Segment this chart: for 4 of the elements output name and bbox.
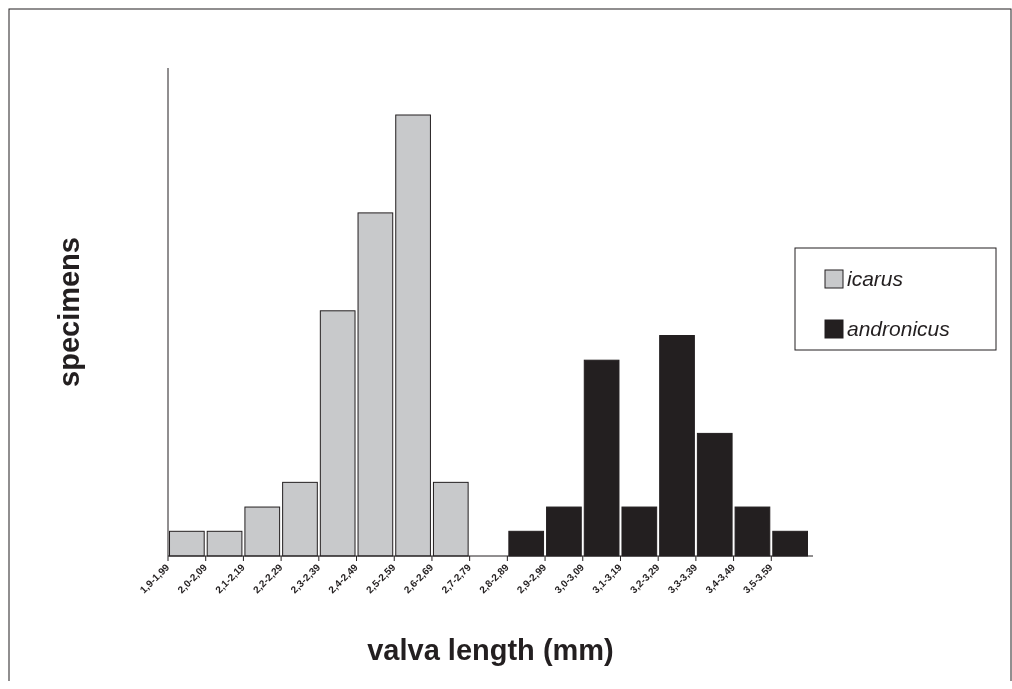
x-axis-title: valva length (mm) xyxy=(367,634,614,666)
y-axis-title: specimens xyxy=(53,237,85,387)
legend-label: icarus xyxy=(847,267,904,290)
legend-label: andronicus xyxy=(847,317,951,340)
